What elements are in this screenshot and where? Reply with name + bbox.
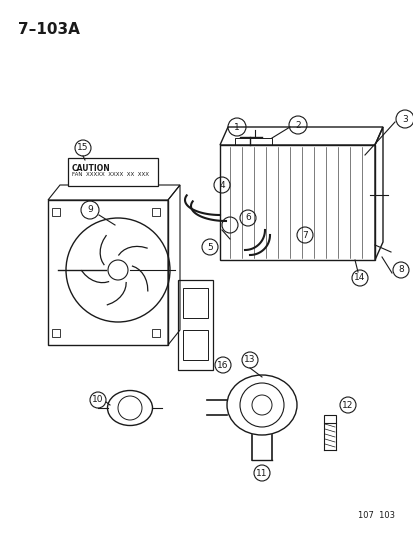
Text: 3: 3	[401, 115, 407, 124]
Bar	[52, 329, 60, 337]
Text: 6: 6	[244, 214, 250, 222]
Bar	[152, 208, 159, 216]
Bar	[178, 280, 212, 370]
Text: CAUTION: CAUTION	[72, 164, 111, 173]
Text: 13: 13	[244, 356, 255, 365]
Text: 7: 7	[301, 230, 307, 239]
Text: 12: 12	[342, 400, 353, 409]
Text: 107  103: 107 103	[357, 511, 394, 520]
Text: FAN  XXXXX  XXXX  XX  XXX: FAN XXXXX XXXX XX XXX	[72, 172, 149, 177]
Text: 14: 14	[354, 273, 365, 282]
Text: 7–103A: 7–103A	[18, 22, 80, 37]
Text: 4: 4	[218, 181, 224, 190]
Text: 9: 9	[87, 206, 93, 214]
Bar	[48, 200, 168, 345]
Bar	[152, 329, 159, 337]
Bar	[183, 330, 207, 360]
Text: 15: 15	[77, 143, 88, 152]
Bar	[68, 158, 158, 186]
Text: 1: 1	[234, 123, 239, 132]
Text: 2: 2	[294, 120, 300, 130]
Text: 10: 10	[92, 395, 104, 405]
Bar	[219, 145, 374, 260]
Text: 16: 16	[217, 360, 228, 369]
Bar	[183, 288, 207, 318]
Text: 5: 5	[206, 243, 212, 252]
Text: 8: 8	[397, 265, 403, 274]
Bar	[52, 208, 60, 216]
Bar	[323, 415, 335, 423]
Text: 11: 11	[256, 469, 267, 478]
